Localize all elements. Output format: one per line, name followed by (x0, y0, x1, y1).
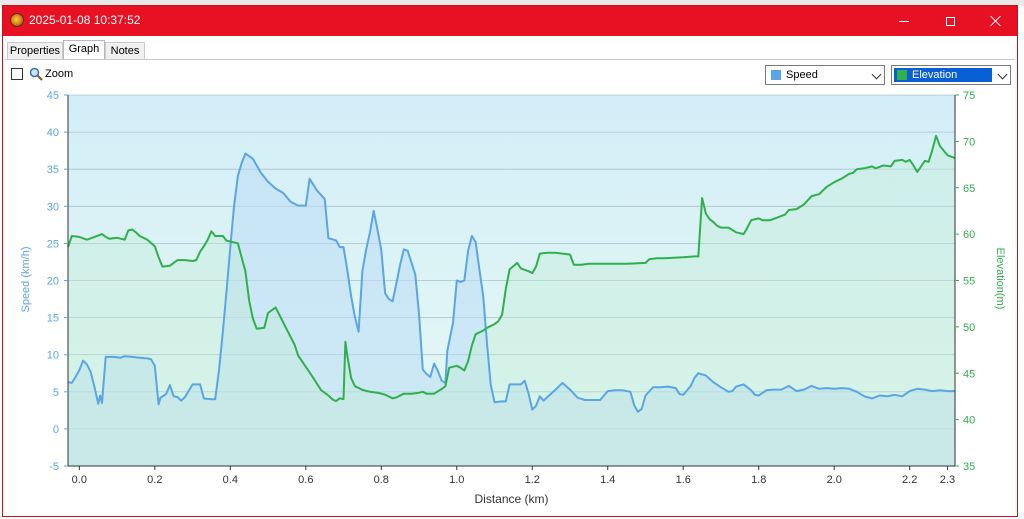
series-line-speed (67, 152, 955, 413)
app-icon (10, 13, 24, 27)
zoom-label: Zoom (45, 68, 74, 80)
y-left-tick-label: 15 (47, 313, 59, 325)
y-axis-right-label: Elevation(m) (994, 248, 1006, 310)
x-tick-label: 0.0 (72, 474, 87, 486)
x-tick-label: 0.2 (147, 474, 162, 486)
elevation-color-swatch (897, 70, 907, 80)
x-tick-label: 2.2 (902, 474, 917, 486)
y-left-tick-label: 30 (47, 201, 59, 213)
y-axis-left-ticks: -5 0 5 10 15 20 25 30 35 40 45 (47, 90, 68, 473)
tab-divider (5, 59, 1015, 60)
x-tick-label: 0.6 (298, 474, 313, 486)
y-left-tick-label: 0 (53, 424, 59, 436)
x-tick-label: 0.4 (223, 474, 238, 486)
window-title: 2025-01-08 10:37:52 (29, 13, 141, 27)
y-right-tick-label: 50 (963, 322, 975, 334)
y-right-tick-label: 55 (963, 276, 975, 288)
speed-series-select[interactable]: Speed (765, 65, 885, 85)
x-tick-label: 0.8 (374, 474, 389, 486)
tab-properties[interactable]: Properties (7, 42, 63, 59)
x-tick-label: 1.4 (600, 474, 615, 486)
x-tick-label: 2.0 (827, 474, 842, 486)
y-left-tick-label: -5 (49, 461, 59, 473)
y-axis-right-ticks: 35 40 45 50 55 60 65 70 75 (955, 90, 975, 473)
y-left-tick-label: 35 (47, 164, 59, 176)
speed-select-value: Speed (786, 69, 818, 81)
y-left-tick-label: 5 (53, 387, 59, 399)
zoom-checkbox[interactable] (11, 68, 23, 80)
maximize-icon (945, 16, 955, 26)
x-tick-label: 1.6 (676, 474, 691, 486)
y-right-tick-label: 45 (963, 368, 975, 380)
x-axis-label: Distance (km) (474, 492, 548, 506)
y-right-tick-label: 60 (963, 229, 975, 241)
y-right-tick-label: 75 (963, 90, 975, 102)
y-right-tick-label: 35 (963, 461, 975, 473)
title-bar[interactable]: 2025-01-08 10:37:52 (3, 6, 1017, 36)
elevation-select-value: Elevation (912, 69, 958, 81)
minimize-icon (899, 20, 909, 22)
x-tick-label: 1.8 (751, 474, 766, 486)
elevation-area-fill (68, 135, 955, 467)
x-tick-label: 1.0 (449, 474, 464, 486)
y-left-tick-label: 40 (47, 127, 59, 139)
elevation-series-select[interactable]: Elevation (891, 65, 1011, 85)
y-right-tick-label: 65 (963, 183, 975, 195)
series-line-elevation (67, 134, 956, 403)
maximize-button[interactable] (927, 6, 973, 36)
y-left-tick-label: 45 (47, 90, 59, 102)
y-left-tick-label: 10 (47, 350, 59, 362)
x-tick-label: 2.3 (940, 474, 955, 486)
magnifier-icon (29, 67, 43, 81)
x-axis-ticks: 0.0 0.2 0.4 0.6 0.8 1.0 1.2 1.4 1.6 1.8 2.0 2.2 2.3 (72, 466, 955, 486)
y-left-tick-label: 25 (47, 238, 59, 250)
speed-color-swatch (771, 70, 781, 80)
desktop-backdrop (0, 0, 1024, 6)
x-tick-label: 1.2 (525, 474, 540, 486)
selection-highlight (894, 68, 992, 82)
speed-area-fill (68, 153, 955, 466)
minimize-button[interactable] (881, 6, 927, 36)
y-right-tick-label: 70 (963, 136, 975, 148)
y-right-tick-label: 40 (963, 415, 975, 427)
y-axis-left-label: Speed (km/h) (20, 246, 32, 312)
tab-graph[interactable]: Graph (63, 40, 105, 60)
tab-notes[interactable]: Notes (105, 42, 145, 59)
y-left-tick-label: 20 (47, 276, 59, 288)
